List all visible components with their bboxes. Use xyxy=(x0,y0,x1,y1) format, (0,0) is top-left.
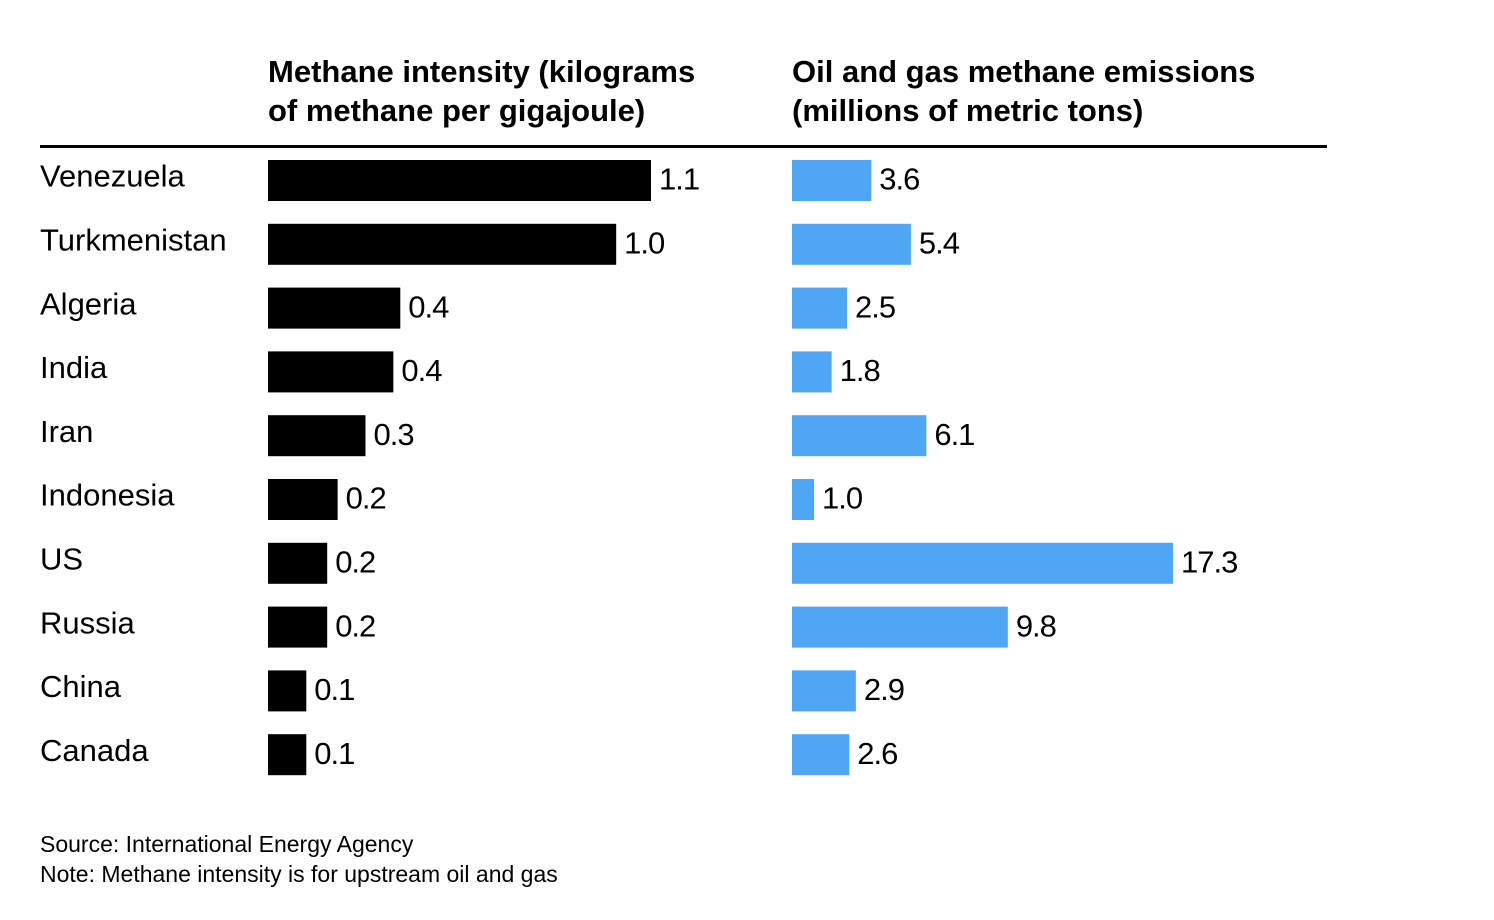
emissions-value-label: 2.5 xyxy=(855,289,895,324)
category-label: Turkmenistan xyxy=(40,222,227,257)
emissions-bar xyxy=(792,670,856,712)
category-label: Indonesia xyxy=(40,478,175,513)
emissions-value-label: 9.8 xyxy=(1016,608,1056,643)
emissions-bar xyxy=(792,351,832,393)
emissions-bar xyxy=(792,415,927,457)
intensity-value-label: 1.1 xyxy=(659,162,699,197)
header-divider xyxy=(40,145,1327,148)
intensity-bar xyxy=(268,351,394,393)
category-label: Canada xyxy=(40,733,149,768)
emissions-title-line-2: (millions of metric tons) xyxy=(792,93,1144,128)
emissions-value-label: 5.4 xyxy=(919,225,960,260)
emissions-value-label: 1.8 xyxy=(840,353,880,388)
intensity-bar xyxy=(268,287,401,329)
emissions-bar xyxy=(792,542,1173,584)
intensity-value-label: 0.1 xyxy=(314,736,354,771)
emissions-bar xyxy=(792,606,1008,648)
intensity-value-label: 0.3 xyxy=(373,417,413,452)
intensity-title-line-2: of methane per gigajoule) xyxy=(268,93,646,128)
category-label: US xyxy=(40,541,83,576)
intensity-bar xyxy=(268,606,328,648)
category-label: China xyxy=(40,669,122,704)
category-label: India xyxy=(40,350,108,385)
intensity-value-label: 0.4 xyxy=(408,289,449,324)
intensity-bar xyxy=(268,415,366,457)
emissions-value-label: 6.1 xyxy=(934,417,974,452)
emissions-bar xyxy=(792,479,815,520)
intensity-bar xyxy=(268,670,307,712)
intensity-bar xyxy=(268,479,338,520)
intensity-bar xyxy=(268,160,651,201)
emissions-chart-title: Oil and gas methane emissions (millions … xyxy=(792,52,1332,130)
emissions-value-label: 2.9 xyxy=(864,672,904,707)
intensity-bar xyxy=(268,734,307,776)
emissions-value-label: 17.3 xyxy=(1181,544,1237,579)
category-label: Iran xyxy=(40,414,93,449)
emissions-bar xyxy=(792,160,872,201)
emissions-value-label: 3.6 xyxy=(879,162,919,197)
intensity-value-label: 0.2 xyxy=(346,481,386,516)
intensity-value-label: 0.1 xyxy=(314,672,354,707)
intensity-value-label: 1.0 xyxy=(624,225,665,260)
intensity-value-label: 0.4 xyxy=(401,353,442,388)
intensity-bar xyxy=(268,223,617,265)
emissions-bar xyxy=(792,734,850,776)
emissions-bar xyxy=(792,287,848,329)
source-note: Source: International Energy Agency xyxy=(40,831,414,857)
emissions-value-label: 2.6 xyxy=(857,736,897,771)
category-label: Venezuela xyxy=(40,159,186,194)
intensity-value-label: 0.2 xyxy=(335,544,375,579)
category-label: Algeria xyxy=(40,286,137,321)
methodology-note: Note: Methane intensity is for upstream … xyxy=(40,861,558,887)
intensity-chart-title: Methane intensity (kilograms of methane … xyxy=(268,52,768,130)
intensity-title-line-1: Methane intensity (kilograms xyxy=(268,54,696,89)
intensity-bar xyxy=(268,542,328,584)
intensity-value-label: 0.2 xyxy=(335,608,375,643)
emissions-value-label: 1.0 xyxy=(822,481,863,516)
emissions-bar xyxy=(792,223,911,265)
category-label: Russia xyxy=(40,605,136,640)
emissions-title-line-1: Oil and gas methane emissions xyxy=(792,54,1256,89)
